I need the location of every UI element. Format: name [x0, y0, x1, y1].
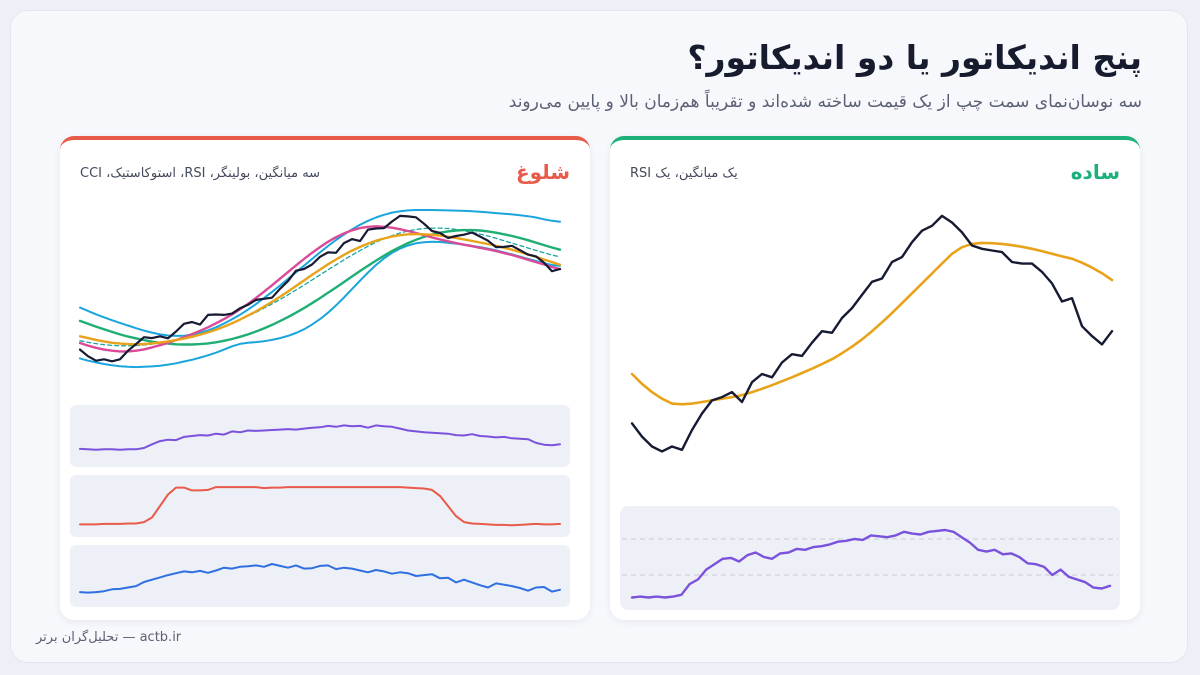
page-subtitle: سه نوسان‌نمای سمت چپ از یک قیمت ساخته شد…	[508, 92, 1142, 112]
ma-orange-line	[78, 232, 562, 346]
rsi-line	[79, 424, 561, 451]
cci-line	[79, 563, 561, 594]
rsi-line	[630, 528, 1112, 599]
simple-chart	[620, 214, 1120, 610]
stochastic-panel	[70, 475, 570, 537]
rsi-panel	[620, 506, 1120, 610]
cluttered-card-label: شلوغ	[515, 160, 570, 184]
simple-card-description: یک میانگین، یک RSI	[630, 166, 738, 181]
cluttered-card: شلوغ سه میانگین، بولینگر، RSI، استوکاستی…	[60, 136, 590, 620]
page-title: پنج اندیکاتور یا دو اندیکاتور؟	[687, 38, 1142, 77]
price-line	[78, 214, 562, 363]
ma-orange-line	[630, 241, 1114, 406]
cci-panel	[70, 545, 570, 607]
bollinger-upper-line	[79, 209, 561, 337]
footer-credit: actb.ir — تحلیل‌گران برتر	[36, 630, 182, 645]
simple-card: ساده یک میانگین، یک RSI	[610, 136, 1140, 620]
cluttered-chart	[70, 209, 570, 607]
price-line	[630, 214, 1114, 453]
simple-card-label: ساده	[1070, 160, 1120, 184]
ma-pink-line	[78, 225, 562, 353]
stochastic-line	[79, 486, 561, 527]
cluttered-card-description: سه میانگین، بولینگر، RSI، استوکاستیک، CC…	[80, 166, 321, 181]
rsi-panel	[70, 405, 570, 467]
